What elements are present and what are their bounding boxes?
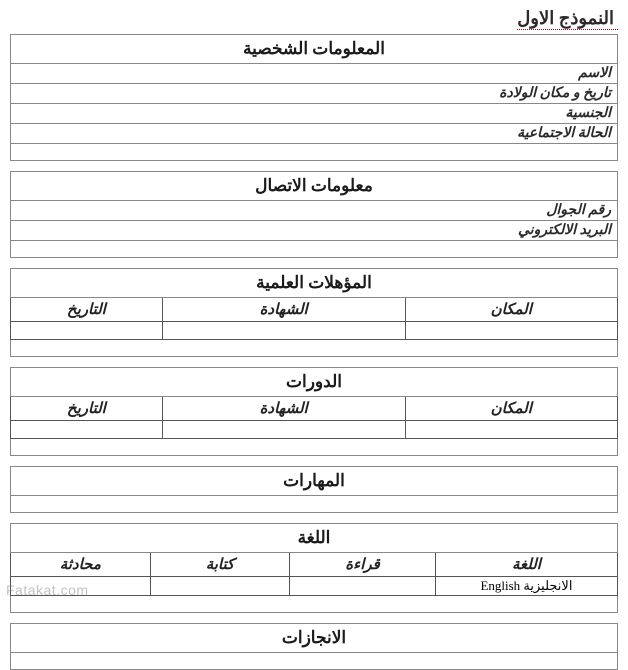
achievements-table: الانجازات — [10, 623, 618, 670]
course-col-place: المكان — [405, 397, 617, 421]
language-header: اللغة — [11, 524, 618, 553]
field-marital: الحالة الاجتماعية — [11, 124, 618, 144]
personal-info-table: المعلومات الشخصية الاسم تاريخ و مكان الو… — [10, 34, 618, 161]
edu-col-place: المكان — [405, 298, 617, 322]
personal-header: المعلومات الشخصية — [11, 35, 618, 64]
field-name: الاسم — [11, 64, 618, 84]
blank-cell — [11, 653, 618, 670]
table-cell — [405, 322, 617, 340]
lang-cell-lang: الانجليزية English — [435, 577, 617, 596]
blank-cell — [11, 241, 618, 258]
lang-col-speak: محادثة — [11, 553, 151, 577]
course-col-date: التاريخ — [11, 397, 163, 421]
blank-cell — [11, 340, 618, 357]
table-cell — [162, 322, 405, 340]
skills-table: المهارات — [10, 466, 618, 513]
lang-cell-read — [290, 577, 436, 596]
lang-cell-write — [150, 577, 290, 596]
education-table: المؤهلات العلمية المكان الشهادة التاريخ — [10, 268, 618, 357]
lang-col-lang: اللغة — [435, 553, 617, 577]
watermark-text: Fatakat.com — [6, 582, 89, 598]
skills-header: المهارات — [11, 467, 618, 496]
education-header: المؤهلات العلمية — [11, 269, 618, 298]
table-cell — [11, 322, 163, 340]
courses-table: الدورات المكان الشهادة التاريخ — [10, 367, 618, 456]
table-cell — [11, 421, 163, 439]
language-table: اللغة اللغة قراءة كتابة محادثة الانجليزي… — [10, 523, 618, 613]
field-mobile: رقم الجوال — [11, 201, 618, 221]
blank-cell — [11, 144, 618, 161]
course-col-cert: الشهادة — [162, 397, 405, 421]
achievements-header: الانجازات — [11, 624, 618, 653]
blank-cell — [11, 439, 618, 456]
table-cell — [405, 421, 617, 439]
document-title: النموذج الاول — [517, 8, 618, 30]
blank-cell — [11, 496, 618, 513]
lang-col-write: كتابة — [150, 553, 290, 577]
field-dob: تاريخ و مكان الولادة — [11, 84, 618, 104]
contact-header: معلومات الاتصال — [11, 172, 618, 201]
edu-col-cert: الشهادة — [162, 298, 405, 322]
lang-col-read: قراءة — [290, 553, 436, 577]
blank-cell — [11, 596, 618, 613]
contact-table: معلومات الاتصال رقم الجوال البريد الالكت… — [10, 171, 618, 258]
edu-col-date: التاريخ — [11, 298, 163, 322]
field-email: البريد الالكتروني — [11, 221, 618, 241]
field-nationality: الجنسية — [11, 104, 618, 124]
table-cell — [162, 421, 405, 439]
courses-header: الدورات — [11, 368, 618, 397]
